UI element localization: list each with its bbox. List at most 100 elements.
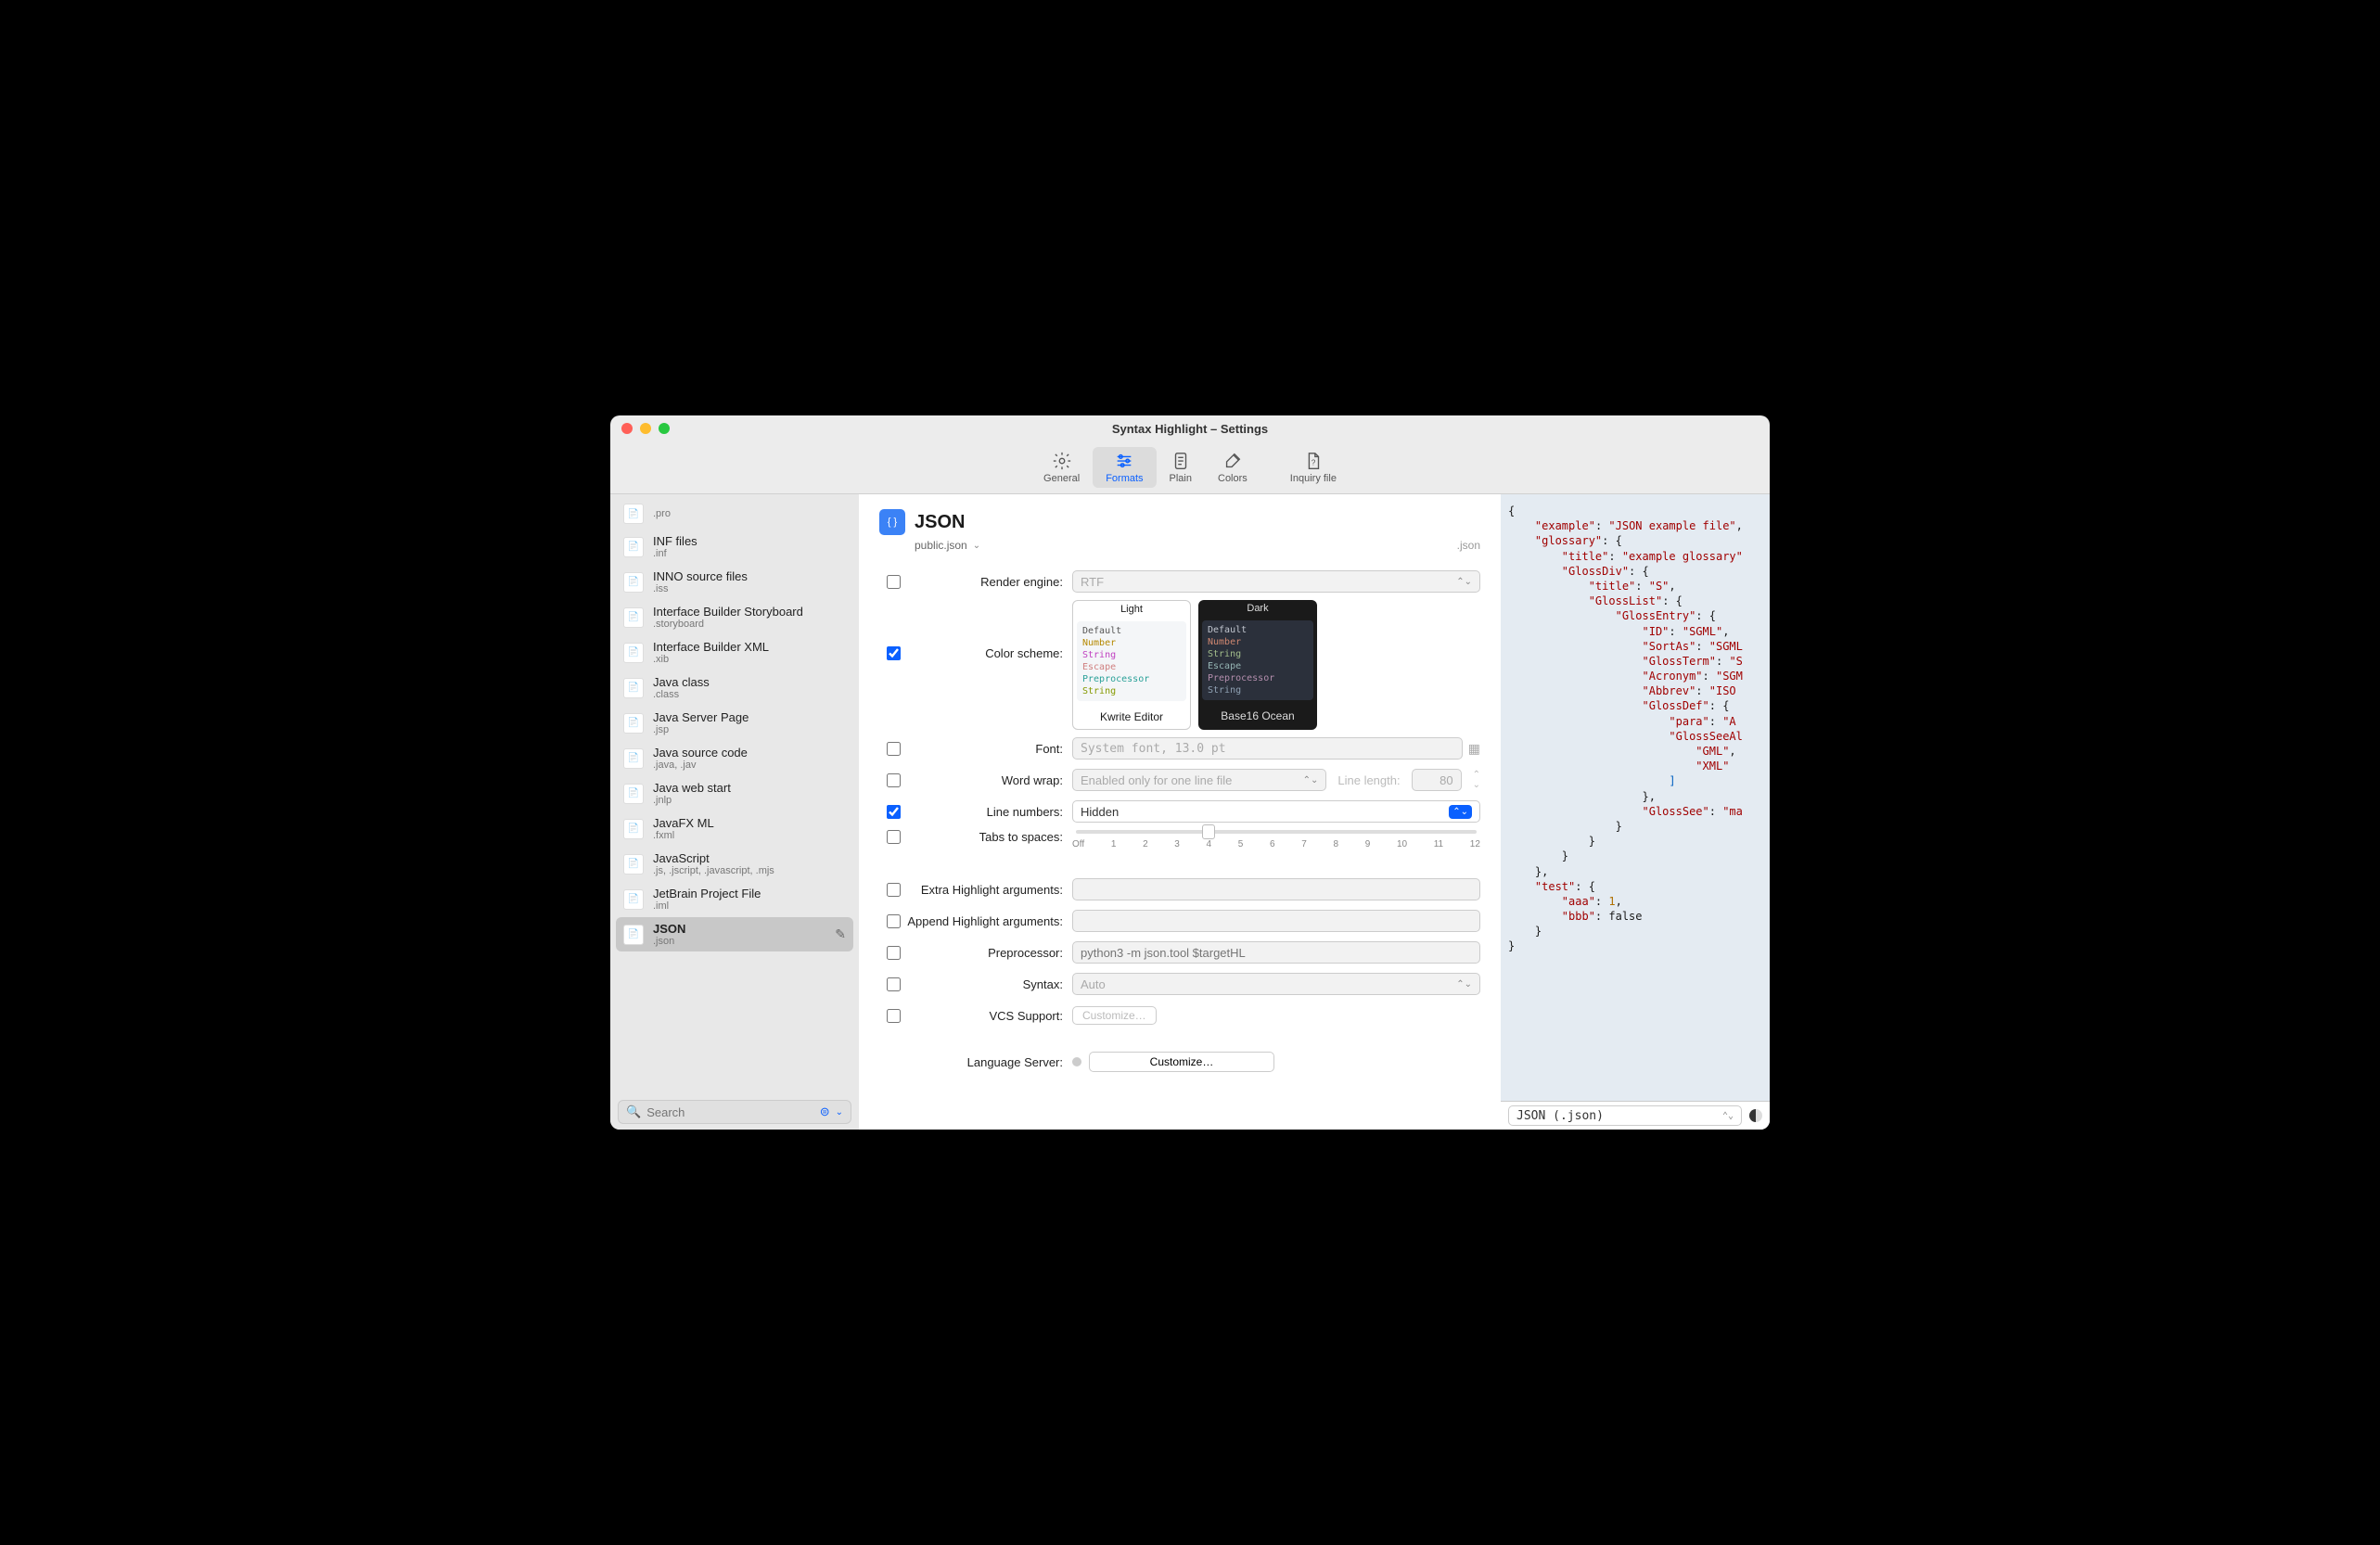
sidebar-item[interactable]: 📄 INF files .inf [616, 530, 853, 564]
sidebar-item[interactable]: 📄 JavaScript .js, .jscript, .javascript,… [616, 847, 853, 881]
row-color-scheme: Color scheme: Light DefaultNumberStringE… [879, 600, 1480, 730]
render-engine-label: Render engine: [907, 575, 1072, 589]
sidebar-item[interactable]: 📄 Interface Builder Storyboard .storyboa… [616, 600, 853, 634]
row-extra-args: Extra Highlight arguments: [879, 876, 1480, 902]
syntax-label: Syntax: [907, 977, 1072, 991]
line-numbers-checkbox[interactable] [887, 805, 901, 819]
file-icon: 📄 [623, 643, 644, 663]
font-checkbox[interactable] [887, 742, 901, 756]
append-args-checkbox[interactable] [887, 914, 901, 928]
file-name: Java class [653, 675, 846, 689]
file-icon: 📄 [623, 713, 644, 734]
uti-label[interactable]: public.json [915, 539, 967, 552]
tab-plain[interactable]: Plain [1157, 447, 1205, 488]
slider-thumb[interactable] [1202, 824, 1215, 839]
sidebar-item[interactable]: 📄 Interface Builder XML .xib [616, 635, 853, 670]
json-icon: { } [879, 509, 905, 535]
file-icon: 📄 [623, 925, 644, 945]
line-numbers-select[interactable]: Hidden⌃⌄ [1072, 800, 1480, 823]
file-name: Interface Builder XML [653, 640, 846, 654]
file-name: Java source code [653, 746, 846, 760]
theme-toggle-icon[interactable] [1749, 1109, 1762, 1122]
sidebar-item[interactable]: 📄 Java class .class [616, 670, 853, 705]
render-engine-checkbox[interactable] [887, 575, 901, 589]
search-input[interactable] [646, 1105, 814, 1119]
file-icon: 📄 [623, 784, 644, 804]
file-ext: .jnlp [653, 795, 846, 806]
svg-text:?: ? [1312, 459, 1316, 467]
chevron-down-icon[interactable]: ⌄ [836, 1107, 843, 1117]
scheme-light-name: Kwrite Editor [1073, 705, 1190, 729]
search-bar[interactable]: 🔍 ⊜ ⌄ [618, 1100, 851, 1124]
sidebar-item[interactable]: 📄 JetBrain Project File .iml [616, 882, 853, 916]
vcs-checkbox[interactable] [887, 1009, 901, 1023]
file-ext: .xib [653, 654, 846, 665]
row-vcs: VCS Support: Customize… [879, 1002, 1480, 1028]
sidebar-item[interactable]: 📄 Java Server Page .jsp [616, 706, 853, 740]
preprocessor-field[interactable] [1072, 941, 1480, 964]
scheme-dark[interactable]: Dark DefaultNumberStringEscapePreprocess… [1198, 600, 1317, 730]
preview-language-select[interactable]: JSON (.json)⌃⌄ [1508, 1105, 1742, 1126]
scheme-dark-preview: DefaultNumberStringEscapePreprocessorStr… [1202, 620, 1313, 700]
row-render-engine: Render engine: RTF⌃⌄ [879, 568, 1480, 594]
sidebar-item[interactable]: 📄 .pro [616, 499, 853, 529]
scheme-light-caption: Light [1073, 601, 1190, 618]
tabs-checkbox[interactable] [887, 830, 901, 844]
render-engine-select[interactable]: RTF⌃⌄ [1072, 570, 1480, 593]
format-heading: { } JSON [879, 509, 1480, 535]
tab-inquiry-file[interactable]: ? Inquiry file [1277, 447, 1350, 488]
scheme-light[interactable]: Light DefaultNumberStringEscapePreproces… [1072, 600, 1191, 730]
font-label: Font: [907, 742, 1072, 756]
language-server-label: Language Server: [907, 1055, 1072, 1069]
slider-ticks: Off123456789101112 [1072, 839, 1480, 849]
file-icon: 📄 [623, 889, 644, 910]
file-icon: 📄 [623, 678, 644, 698]
stepper-icon[interactable]: ⌃⌄ [1473, 770, 1480, 790]
sidebar-item[interactable]: 📄 JSON .json ✎ [616, 917, 853, 951]
file-list[interactable]: 📄 .pro 📄 INF files .inf 📄 INNO source fi… [610, 494, 859, 1094]
word-wrap-checkbox[interactable] [887, 773, 901, 787]
word-wrap-select[interactable]: Enabled only for one line file⌃⌄ [1072, 769, 1326, 791]
content: 📄 .pro 📄 INF files .inf 📄 INNO source fi… [610, 493, 1770, 1130]
file-ext: .json [653, 936, 825, 947]
tab-general[interactable]: General [1030, 447, 1093, 488]
font-picker-icon[interactable]: ▦ [1468, 741, 1480, 757]
file-ext: .class [653, 689, 846, 700]
edit-icon[interactable]: ✎ [835, 926, 846, 942]
extra-args-field[interactable] [1072, 878, 1480, 900]
sidebar-item[interactable]: 📄 INNO source files .iss [616, 565, 853, 599]
chevron-down-icon[interactable]: ⌄ [973, 541, 980, 551]
color-scheme-checkbox[interactable] [887, 646, 901, 660]
append-args-field[interactable] [1072, 910, 1480, 932]
file-icon: 📄 [623, 572, 644, 593]
window-title: Syntax Highlight – Settings [610, 422, 1770, 436]
tabs-slider[interactable] [1076, 830, 1477, 834]
main-panel: { } JSON public.json ⌄ .json Render engi… [859, 494, 1501, 1130]
scheme-dark-name: Base16 Ocean [1198, 704, 1317, 728]
font-field[interactable]: System font, 13.0 pt [1072, 737, 1463, 760]
syntax-select[interactable]: Auto⌃⌄ [1072, 973, 1480, 995]
file-name: Interface Builder Storyboard [653, 605, 846, 619]
format-title: JSON [915, 512, 965, 533]
vcs-customize-button[interactable]: Customize… [1072, 1006, 1157, 1025]
file-ext: .pro [653, 508, 846, 519]
sliders-icon [1114, 451, 1134, 471]
line-length-label: Line length: [1337, 773, 1400, 787]
file-name: JavaFX ML [653, 816, 846, 830]
search-icon: 🔍 [626, 1104, 641, 1119]
tab-formats[interactable]: Formats [1093, 447, 1156, 488]
preprocessor-checkbox[interactable] [887, 946, 901, 960]
sidebar: 📄 .pro 📄 INF files .inf 📄 INNO source fi… [610, 494, 859, 1130]
ls-customize-button[interactable]: Customize… [1089, 1052, 1274, 1072]
row-font: Font: System font, 13.0 pt ▦ [879, 735, 1480, 761]
sidebar-item[interactable]: 📄 JavaFX ML .fxml [616, 811, 853, 846]
tab-colors[interactable]: Colors [1205, 447, 1260, 488]
sidebar-item[interactable]: 📄 Java web start .jnlp [616, 776, 853, 811]
line-length-field[interactable]: 80 [1412, 769, 1462, 791]
sidebar-item[interactable]: 📄 Java source code .java, .jav [616, 741, 853, 775]
filter-icon[interactable]: ⊜ [820, 1104, 830, 1119]
preview-bottom-bar: JSON (.json)⌃⌄ [1501, 1101, 1770, 1130]
file-name: INNO source files [653, 569, 846, 583]
syntax-checkbox[interactable] [887, 977, 901, 991]
extra-args-checkbox[interactable] [887, 883, 901, 897]
